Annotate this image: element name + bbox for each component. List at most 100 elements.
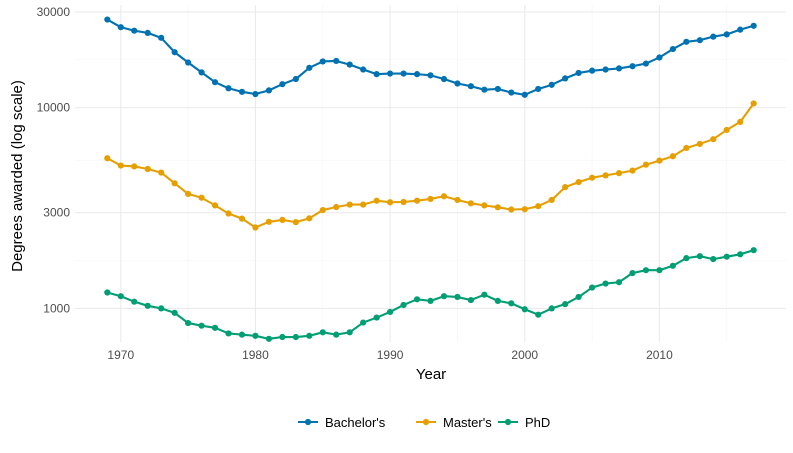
- data-point-master-s: [117, 162, 124, 169]
- data-point-bachelor-s: [454, 80, 461, 87]
- data-point-bachelor-s: [292, 75, 299, 83]
- data-point-bachelor-s: [737, 26, 744, 33]
- data-point-bachelor-s: [521, 91, 528, 98]
- data-point-bachelor-s: [265, 87, 273, 94]
- data-point-phd: [615, 279, 623, 286]
- data-point-master-s: [683, 144, 690, 152]
- data-point-phd: [104, 289, 111, 296]
- series-phd: [104, 247, 757, 342]
- data-point-phd: [575, 293, 582, 301]
- data-point-bachelor-s: [696, 37, 703, 44]
- data-point-phd: [588, 284, 596, 291]
- data-point-master-s: [400, 198, 407, 206]
- data-point-bachelor-s: [723, 31, 730, 38]
- data-point-phd: [710, 256, 717, 263]
- legend-item-phd: PhD: [498, 415, 550, 430]
- data-point-phd: [387, 308, 394, 316]
- data-point-bachelor-s: [588, 67, 596, 74]
- data-point-phd: [467, 296, 474, 304]
- data-point-bachelor-s: [683, 38, 690, 45]
- data-point-master-s: [481, 202, 488, 209]
- data-point-phd: [373, 314, 380, 321]
- legend-key-point: [504, 418, 512, 426]
- data-point-bachelor-s: [710, 33, 717, 40]
- data-point-phd: [185, 319, 192, 327]
- data-point-bachelor-s: [656, 54, 663, 61]
- data-point-phd: [562, 301, 569, 308]
- data-point-bachelor-s: [535, 85, 542, 93]
- data-point-phd: [265, 335, 273, 342]
- data-point-master-s: [508, 206, 515, 213]
- legend-item-master-s: Master's: [416, 415, 492, 430]
- data-point-master-s: [588, 174, 596, 181]
- data-point-master-s: [615, 170, 623, 177]
- data-point-phd: [333, 331, 340, 338]
- data-point-phd: [306, 332, 313, 339]
- data-point-master-s: [360, 201, 367, 208]
- legend-key-point: [422, 418, 430, 426]
- data-point-phd: [535, 311, 542, 318]
- data-point-phd: [198, 322, 205, 329]
- data-point-bachelor-s: [171, 49, 178, 56]
- legend: Bachelor's Master's PhD: [298, 415, 550, 430]
- data-point-master-s: [629, 167, 636, 174]
- data-point-phd: [481, 291, 488, 298]
- data-point-phd: [211, 324, 219, 331]
- data-point-master-s: [171, 180, 178, 187]
- data-point-master-s: [669, 153, 676, 160]
- data-point-bachelor-s: [508, 89, 515, 96]
- data-point-bachelor-s: [467, 83, 474, 90]
- data-point-phd: [292, 333, 299, 341]
- data-point-bachelor-s: [400, 70, 407, 77]
- legend-label: Bachelor's: [325, 415, 386, 430]
- data-point-bachelor-s: [642, 60, 650, 67]
- data-point-master-s: [521, 206, 528, 213]
- data-point-phd: [319, 329, 326, 336]
- data-point-bachelor-s: [413, 71, 421, 78]
- data-point-bachelor-s: [104, 16, 111, 23]
- data-point-master-s: [319, 206, 326, 214]
- data-point-phd: [117, 293, 124, 300]
- data-point-master-s: [494, 204, 501, 211]
- data-point-bachelor-s: [279, 81, 286, 88]
- x-tick-label: 1980: [242, 348, 269, 362]
- x-tick-label: 1970: [107, 348, 134, 362]
- series-master-s: [104, 100, 757, 231]
- data-point-master-s: [710, 136, 717, 143]
- data-point-bachelor-s: [669, 45, 676, 53]
- y-tick-label: 10000: [37, 101, 71, 115]
- data-point-phd: [252, 332, 259, 339]
- data-point-master-s: [562, 184, 569, 191]
- legend-key-point: [304, 418, 312, 426]
- data-point-bachelor-s: [333, 57, 340, 65]
- data-point-bachelor-s: [427, 72, 434, 79]
- data-point-bachelor-s: [185, 59, 192, 66]
- data-point-phd: [171, 309, 178, 316]
- y-tick-label: 30000: [37, 5, 71, 19]
- data-point-phd: [696, 253, 703, 260]
- data-point-bachelor-s: [198, 69, 205, 76]
- data-point-phd: [548, 305, 555, 312]
- data-point-bachelor-s: [750, 22, 757, 29]
- data-point-master-s: [292, 219, 299, 226]
- data-point-bachelor-s: [319, 58, 326, 65]
- data-point-phd: [629, 269, 636, 277]
- data-point-bachelor-s: [387, 70, 394, 77]
- data-point-master-s: [346, 201, 353, 208]
- data-point-master-s: [198, 194, 205, 201]
- data-point-phd: [454, 293, 461, 301]
- data-point-master-s: [656, 157, 663, 164]
- data-point-master-s: [279, 216, 286, 224]
- data-point-bachelor-s: [306, 64, 313, 71]
- data-point-master-s: [333, 203, 340, 211]
- data-point-bachelor-s: [615, 65, 623, 72]
- series-bachelor-s: [104, 16, 757, 98]
- data-point-master-s: [373, 197, 380, 204]
- data-point-phd: [225, 330, 232, 337]
- data-point-master-s: [252, 224, 259, 231]
- data-point-master-s: [427, 195, 434, 203]
- data-point-master-s: [211, 202, 219, 209]
- data-point-bachelor-s: [211, 79, 219, 86]
